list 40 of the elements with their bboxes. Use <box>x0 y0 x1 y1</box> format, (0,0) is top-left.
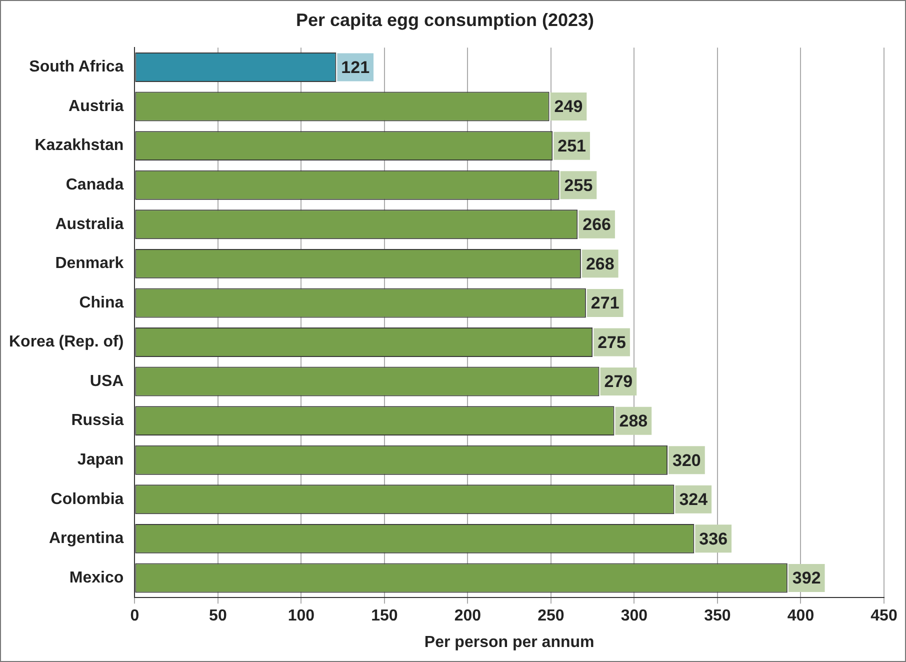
data-label: 266 <box>582 215 611 234</box>
x-tick-label: 400 <box>787 608 814 625</box>
y-tick-label: China <box>79 294 124 312</box>
data-label: 271 <box>590 294 620 313</box>
x-tick-label: 100 <box>288 608 315 625</box>
x-tick-label: 50 <box>209 608 227 625</box>
data-label: 392 <box>792 568 821 588</box>
data-label: 324 <box>679 490 708 510</box>
data-label: 279 <box>604 372 633 392</box>
data-label: 275 <box>598 332 626 352</box>
y-tick-label: USA <box>90 372 124 390</box>
y-tick-label: Korea (Rep. of) <box>9 334 124 351</box>
y-tick-label: Argentina <box>49 530 124 548</box>
y-tick-label: Japan <box>77 452 124 469</box>
y-tick-label: Kazakhstan <box>34 137 124 154</box>
x-tick-label: 450 <box>870 608 898 625</box>
y-tick-label: Austria <box>68 98 124 115</box>
x-tick-label: 0 <box>130 608 140 625</box>
x-tick-label: 150 <box>371 608 398 625</box>
y-tick-label: Denmark <box>55 255 124 272</box>
data-label: 121 <box>341 58 370 77</box>
x-tick-label: 350 <box>704 608 731 625</box>
data-label: 336 <box>699 529 728 548</box>
chart-title: Per capita egg consumption (2023) <box>296 10 594 30</box>
x-axis-title: Per person per annum <box>424 634 594 651</box>
x-tick-label: 200 <box>454 608 482 625</box>
y-tick-label: Mexico <box>69 569 124 586</box>
y-tick-label: Australia <box>55 216 124 233</box>
data-label: 288 <box>619 412 648 430</box>
data-label: 251 <box>558 136 586 156</box>
y-tick-label: Colombia <box>50 490 124 508</box>
x-tick-label: 300 <box>620 608 648 625</box>
data-label: 249 <box>554 97 583 116</box>
data-label: 268 <box>586 254 614 274</box>
y-tick-label: Canada <box>66 176 124 194</box>
data-label: 320 <box>672 450 701 470</box>
y-tick-label: Russia <box>71 412 124 430</box>
y-tick-label: South Africa <box>29 58 124 76</box>
data-label: 255 <box>564 176 593 195</box>
x-tick-label: 250 <box>538 608 564 625</box>
